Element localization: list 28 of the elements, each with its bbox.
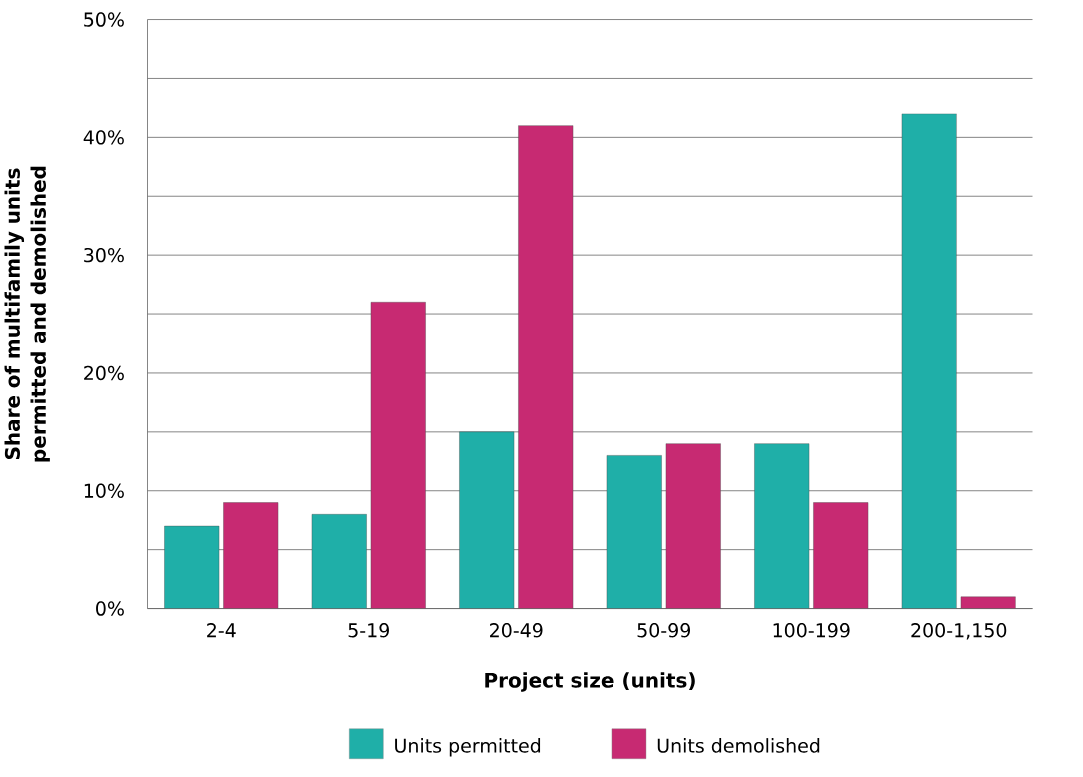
bar	[606, 455, 662, 609]
bar	[960, 596, 1016, 609]
x-tick-label: 20-49	[490, 623, 543, 638]
y-tick-label: 30%	[84, 247, 124, 263]
x-axis-title: Project size (units)	[485, 672, 695, 692]
x-tick-label: 50-99	[637, 623, 690, 638]
x-tick-label: 100-199	[773, 623, 850, 638]
bar	[459, 431, 515, 609]
x-tick-label: 2-4	[207, 623, 236, 638]
x-tick-label: 5-19	[348, 623, 389, 638]
y-tick-label: 0%	[96, 601, 124, 616]
y-tick-label: 40%	[83, 130, 124, 145]
y-tick-label: 10%	[84, 483, 124, 498]
bar	[754, 443, 810, 609]
legend-label: Units demolished	[657, 738, 820, 753]
bar	[813, 502, 869, 609]
bar	[311, 514, 367, 609]
legend-label: Units permitted	[395, 738, 541, 757]
bar	[164, 526, 220, 609]
y-tick-label: 20%	[84, 365, 124, 381]
bar	[901, 113, 957, 609]
bar	[665, 443, 721, 609]
y-tick-label: 50%	[84, 12, 124, 27]
y-axis-title: Share of multifamily units permitted and demolished	[4, 166, 50, 462]
bar	[518, 125, 574, 609]
x-tick-label: 200-1,150	[911, 623, 1007, 640]
bar	[223, 502, 279, 609]
bar	[370, 302, 426, 609]
